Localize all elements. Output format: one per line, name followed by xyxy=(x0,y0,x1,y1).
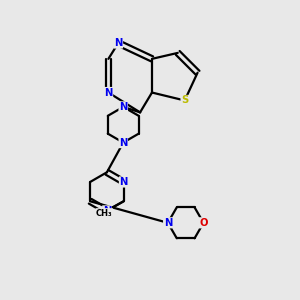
Text: N: N xyxy=(103,206,111,216)
Text: O: O xyxy=(199,218,208,228)
Text: N: N xyxy=(119,102,128,112)
Text: N: N xyxy=(104,88,112,98)
Text: N: N xyxy=(119,138,128,148)
Text: S: S xyxy=(181,95,188,106)
Text: N: N xyxy=(119,177,128,187)
Text: N: N xyxy=(164,218,172,228)
Text: CH₃: CH₃ xyxy=(96,209,112,218)
Text: N: N xyxy=(114,38,122,48)
